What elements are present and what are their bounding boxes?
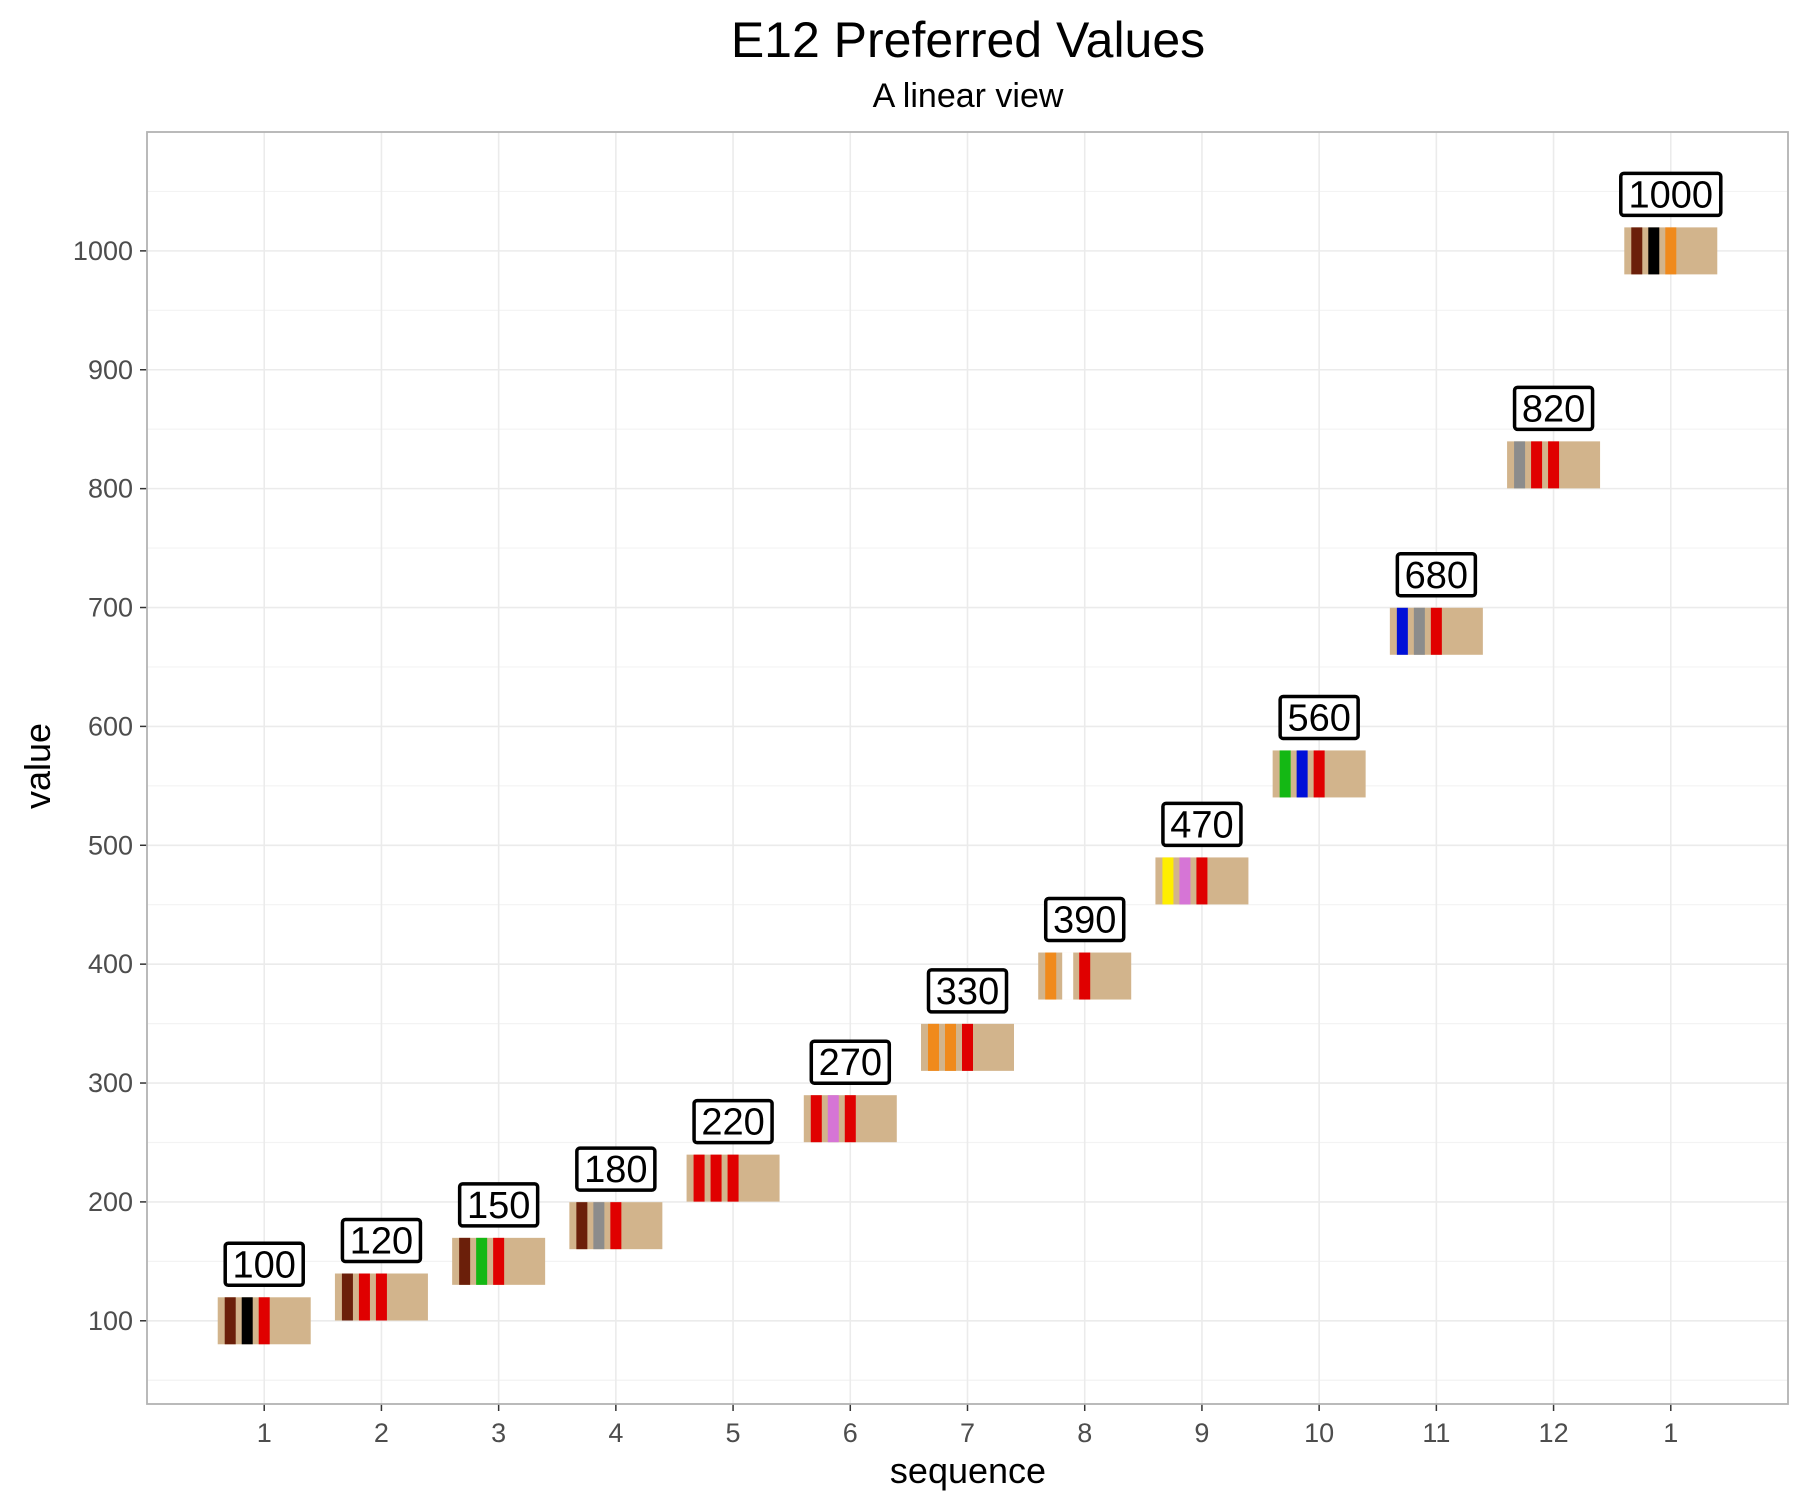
resistor-band-black <box>1648 227 1660 275</box>
plot-border <box>146 131 1789 1405</box>
x-tick-label: 11 <box>1422 1418 1450 1448</box>
value-label: 470 <box>1170 804 1233 846</box>
resistor-band-red <box>710 1154 722 1202</box>
value-label-box <box>692 1098 774 1145</box>
value-label: 100 <box>233 1244 296 1286</box>
resistor-band-red <box>1548 441 1560 489</box>
resistor-band-red <box>1313 750 1325 798</box>
resistor-band-red <box>493 1237 505 1285</box>
x-tick-label: 5 <box>726 1418 741 1448</box>
value-label: 560 <box>1287 697 1350 739</box>
resistor-band-brown <box>224 1297 236 1345</box>
value-label-box <box>1512 385 1595 432</box>
resistor-band-red <box>258 1297 270 1345</box>
x-tick-label: 2 <box>374 1418 389 1448</box>
x-tick-label: 6 <box>843 1418 858 1448</box>
resistor-band-brown <box>341 1273 353 1321</box>
value-label: 150 <box>467 1185 530 1227</box>
value-label: 820 <box>1522 388 1585 430</box>
resistor-band-red <box>358 1273 370 1321</box>
resistor-band-red <box>810 1095 822 1143</box>
value-label-box <box>1043 896 1126 943</box>
value-label: 180 <box>584 1149 647 1191</box>
resistor-band-red <box>693 1154 705 1202</box>
resistor-band-brown <box>1631 227 1643 275</box>
y-tick-label: 900 <box>88 355 133 385</box>
resistor-band-orange <box>1665 227 1677 275</box>
resistor-band-violet <box>1179 857 1191 905</box>
x-tick-label: 10 <box>1304 1418 1334 1448</box>
x-tick-label: 9 <box>1194 1418 1209 1448</box>
value-label: 680 <box>1405 555 1468 597</box>
y-tick-label: 300 <box>88 1068 133 1098</box>
value-label-box <box>223 1241 305 1288</box>
y-axis-label: value <box>17 723 58 809</box>
resistor-band-red <box>1430 607 1442 655</box>
value-label-box <box>1278 694 1360 741</box>
resistor-band-red <box>375 1273 387 1321</box>
value-label: 390 <box>1053 900 1116 942</box>
resistor-band-gray <box>593 1202 605 1250</box>
resistor-band-gray <box>1413 607 1425 655</box>
y-tick-label: 400 <box>88 949 133 979</box>
value-label: 120 <box>350 1221 413 1263</box>
y-tick-label: 700 <box>88 593 133 623</box>
x-tick-label: 8 <box>1077 1418 1092 1448</box>
resistor-band-red <box>1531 441 1543 489</box>
value-label: 270 <box>819 1042 882 1084</box>
value-label: 330 <box>936 971 999 1013</box>
y-tick-label: 1000 <box>73 236 133 266</box>
chart-subtitle: A linear view <box>873 77 1064 115</box>
resistor-band-orange <box>1045 952 1057 1000</box>
x-tick-label: 3 <box>491 1418 506 1448</box>
value-label-box <box>926 968 1009 1014</box>
value-label-box <box>1161 801 1243 848</box>
x-tick-label: 12 <box>1539 1418 1569 1448</box>
resistor-band-red <box>1196 857 1208 905</box>
y-tick-label: 800 <box>88 474 133 504</box>
resistor-band-blue <box>1296 750 1308 798</box>
y-tick-label: 200 <box>88 1187 133 1217</box>
resistor-band-brown <box>576 1202 588 1250</box>
x-tick-label: 1 <box>257 1418 272 1448</box>
resistor-band-brown <box>459 1237 471 1285</box>
resistor-band-red <box>844 1095 856 1143</box>
resistor-band-black <box>241 1297 253 1345</box>
x-tick-label: 7 <box>960 1418 975 1448</box>
value-label-box <box>575 1146 657 1192</box>
x-tick-label: 4 <box>608 1418 623 1448</box>
resistor-band-green <box>476 1237 488 1285</box>
resistor-band-yellow <box>1162 857 1174 905</box>
value-label-box <box>457 1182 540 1228</box>
resistor-band-gray <box>1514 441 1526 489</box>
resistor-band-green <box>1279 750 1291 798</box>
value-label-box <box>1619 171 1723 218</box>
resistor-band-red <box>727 1154 739 1202</box>
y-tick-label: 600 <box>88 711 133 741</box>
x-axis-label: sequence <box>890 1450 1046 1491</box>
value-label-box <box>340 1217 423 1264</box>
chart-title: E12 Preferred Values <box>731 12 1205 68</box>
resistor-band-white <box>1062 952 1074 1000</box>
resistor-band-red <box>1079 952 1091 1000</box>
value-label-box <box>1395 552 1478 598</box>
value-label-box <box>809 1039 892 1085</box>
y-tick-label: 100 <box>88 1306 133 1336</box>
resistor-band-red <box>962 1023 973 1071</box>
x-tick-label: 1 <box>1663 1418 1678 1448</box>
resistor-band-red <box>610 1202 622 1250</box>
resistor-band-orange <box>945 1023 956 1071</box>
resistor-band-blue <box>1396 607 1408 655</box>
value-label: 1000 <box>1629 174 1714 216</box>
resistor-band-violet <box>827 1095 839 1143</box>
value-label: 220 <box>701 1102 764 1144</box>
y-tick-label: 500 <box>88 830 133 860</box>
resistor-band-orange <box>928 1023 939 1071</box>
